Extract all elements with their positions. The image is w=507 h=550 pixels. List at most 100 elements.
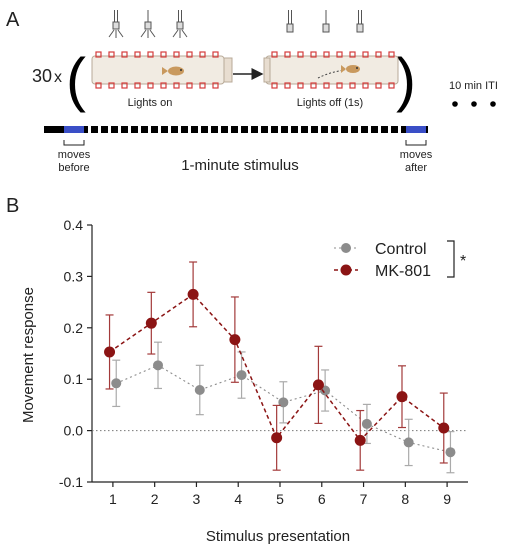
data-point — [194, 384, 205, 395]
dash-gap — [278, 126, 281, 133]
bracket-after — [405, 140, 427, 146]
dash-gap — [368, 126, 371, 133]
y-tick-label: -0.1 — [59, 474, 83, 490]
label-moves-after-line2: after — [405, 162, 427, 174]
bracket-before — [63, 140, 85, 146]
x-tick-label: 7 — [360, 491, 368, 507]
dash-gaps — [88, 126, 401, 133]
dash-gap — [248, 126, 251, 133]
legend-marker — [340, 264, 352, 276]
legend-label: MK-801 — [375, 263, 431, 280]
x-tick-label: 6 — [318, 491, 326, 507]
data-point — [145, 317, 157, 329]
x-tick-label: 9 — [443, 491, 451, 507]
led-row-bottom — [271, 82, 395, 89]
y-axis-title: Movement response — [20, 287, 37, 423]
dash-gap — [118, 126, 121, 133]
dash-gap — [358, 126, 361, 133]
led-row-top — [95, 51, 219, 58]
y-tick-label: 0.0 — [64, 423, 84, 439]
series-line — [116, 364, 451, 453]
y-tick-label: 0.1 — [64, 371, 84, 387]
dash-gap — [188, 126, 191, 133]
dash-gap — [288, 126, 291, 133]
repeat-count-number: 30 — [32, 66, 52, 86]
dash-gap — [238, 126, 241, 133]
dash-gap — [108, 126, 111, 133]
x-tick-label: 1 — [109, 491, 117, 507]
window-before — [64, 126, 84, 133]
dash-gap — [158, 126, 161, 133]
dash-gap — [208, 126, 211, 133]
dash-gap — [178, 126, 181, 133]
data-point — [111, 378, 122, 389]
window-after — [406, 126, 426, 133]
legend-marker — [341, 243, 351, 253]
lamp-icon — [286, 10, 294, 33]
fish-icon — [341, 65, 360, 73]
tube-lights-on — [91, 51, 233, 89]
dash-gap — [218, 126, 221, 133]
dash-gap — [98, 126, 101, 133]
panel-b-letter: B — [6, 195, 19, 217]
led-row-bottom — [95, 82, 219, 89]
data-point — [403, 437, 414, 448]
dash-gap — [338, 126, 341, 133]
dash-gap — [388, 126, 391, 133]
lamp-icon — [140, 10, 156, 38]
data-point — [396, 391, 408, 403]
label-moves-before-line2: before — [58, 162, 89, 174]
y-tick-label: 0.4 — [64, 217, 84, 233]
dash-gap — [148, 126, 151, 133]
iti-label: 10 min ITI — [449, 80, 498, 92]
series-mk-801 — [104, 261, 450, 471]
repeat-symbol: x — [54, 69, 62, 86]
lamps-off — [286, 10, 364, 33]
panel-a-letter: A — [6, 9, 20, 31]
y-tick-label: 0.3 — [64, 268, 84, 284]
data-point — [445, 447, 456, 458]
right-paren: ) — [396, 46, 416, 113]
dash-gap — [268, 126, 271, 133]
label-moves-after-line1: moves — [400, 149, 433, 161]
repeat-count: 30 x — [32, 66, 62, 86]
dash-gap — [298, 126, 301, 133]
data-point — [236, 370, 247, 381]
data-point — [312, 379, 324, 391]
fish-icon — [162, 66, 184, 76]
led-row-top — [271, 51, 395, 58]
tube-lights-off — [263, 51, 399, 89]
legend-label: Control — [375, 241, 427, 258]
data-point — [271, 432, 283, 444]
label-moves-before-line1: moves — [58, 149, 91, 161]
stimulus-label: 1-minute stimulus — [181, 157, 299, 174]
dash-gap — [318, 126, 321, 133]
x-tick-label: 3 — [193, 491, 201, 507]
x-tick-label: 4 — [234, 491, 242, 507]
chart-area: -0.1 0.0 0.1 0.2 0.3 0.4 1 2 3 4 5 6 7 8 9 Control MK-80… — [59, 217, 468, 507]
data-point — [354, 434, 366, 446]
legend: Control MK-801 * — [334, 240, 466, 280]
dash-gap — [398, 126, 401, 133]
dash-gap — [328, 126, 331, 133]
data-point — [361, 418, 372, 429]
data-point — [278, 397, 289, 408]
dash-gap — [348, 126, 351, 133]
significance-marker: * — [460, 253, 466, 270]
dash-gap — [198, 126, 201, 133]
x-tick-label: 8 — [401, 491, 409, 507]
dash-gap — [138, 126, 141, 133]
label-lights-off: Lights off (1s) — [297, 97, 363, 109]
stimulus-bar — [44, 126, 428, 133]
dash-gap — [168, 126, 171, 133]
left-paren: ( — [66, 46, 86, 113]
iti-dots — [452, 101, 496, 107]
dash-gap — [258, 126, 261, 133]
dash-gap — [88, 126, 91, 133]
y-tick-label: 0.2 — [64, 320, 84, 336]
x-tick-label: 2 — [151, 491, 159, 507]
lamp-icon — [108, 10, 124, 38]
data-point — [187, 288, 199, 300]
data-point — [153, 360, 164, 371]
